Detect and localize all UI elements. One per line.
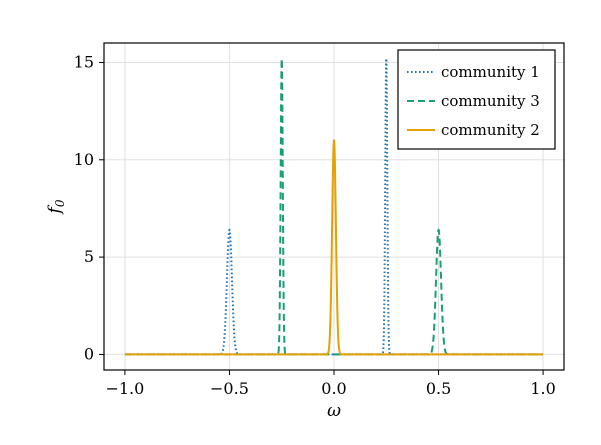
y-tick-label: 10: [74, 150, 94, 169]
legend: community 1 community 3 community 2: [397, 49, 556, 150]
y-tick-label: 0: [84, 344, 94, 363]
y-tick-label: 15: [74, 52, 94, 71]
svg-text:f0: f0: [45, 199, 67, 215]
y-axis-label: f0: [45, 199, 67, 215]
legend-label: community 3: [441, 92, 540, 110]
legend-label: community 1: [441, 63, 540, 81]
y-axis-label-main: f: [45, 204, 65, 215]
ticks: −1.0 −0.5 0.0 0.5 1.0 0 5 10 15: [74, 52, 556, 398]
series-line-community-2: [124, 139, 544, 356]
y-tick-label: 5: [84, 247, 94, 266]
series-layer: [124, 57, 544, 356]
x-tick-label: 0.5: [426, 379, 451, 398]
legend-label: community 2: [441, 121, 540, 139]
x-tick-label: −1.0: [105, 379, 144, 398]
x-tick-label: 1.0: [530, 379, 555, 398]
x-tick-label: 0.0: [321, 379, 346, 398]
y-axis-label-subscript: 0: [53, 199, 67, 207]
legend-box: [397, 49, 556, 150]
x-axis-label: ω: [327, 401, 341, 421]
x-tick-label: −0.5: [210, 379, 249, 398]
